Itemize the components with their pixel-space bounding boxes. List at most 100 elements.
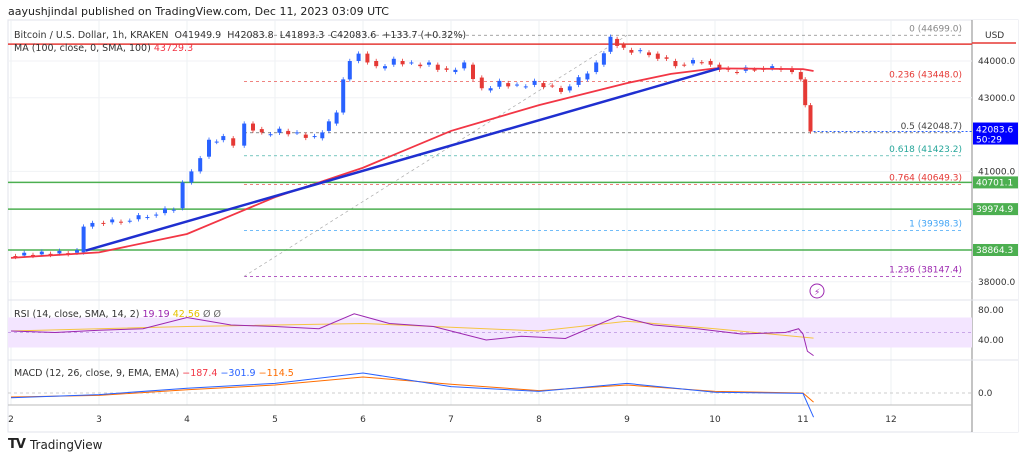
candle-body (136, 215, 141, 220)
candle-body (506, 83, 511, 87)
candle-body (691, 60, 695, 64)
candle-body (198, 158, 203, 172)
candle-body (374, 61, 379, 67)
candle-body (312, 136, 317, 138)
x-tick-label: 6 (360, 415, 366, 425)
fib-level-label: 0.618 (41423.2) (889, 145, 962, 155)
candle-body (334, 112, 339, 124)
candle-body (22, 252, 27, 256)
candle-body (57, 250, 62, 254)
fib-level-label: 1.236 (38147.4) (889, 265, 962, 275)
x-tick-label: 3 (96, 415, 102, 425)
candle-body (286, 130, 291, 135)
candle-body (435, 64, 440, 70)
candle-body (608, 36, 613, 52)
candle-body (550, 85, 555, 87)
macd-signal-line (10, 376, 814, 403)
candle-body (601, 53, 606, 65)
candle-body (629, 49, 634, 53)
candle-body (90, 222, 95, 227)
candle-body (391, 58, 396, 65)
candle-body (515, 84, 519, 86)
candle-body (119, 221, 123, 223)
candle-body (214, 141, 219, 143)
candle-body (682, 64, 687, 66)
support-price-label: 38864.3 (976, 246, 1013, 256)
candle-body (251, 123, 255, 131)
fib-level-label: 1 (39398.3) (909, 219, 962, 229)
x-tick-label: 10 (709, 415, 721, 425)
rsi-line (10, 313, 814, 357)
rsi-ma-value: 42.56 (172, 309, 200, 320)
y-tick-label: 43000.0 (978, 94, 1015, 104)
flash-icon-glyph: ⚡ (814, 288, 820, 298)
candle-body (418, 64, 423, 67)
x-tick-label: 12 (885, 415, 896, 425)
candle-body (790, 68, 794, 73)
support-price-tag (973, 243, 1018, 256)
footer-text: TradingView (29, 437, 103, 452)
tradingview-logo[interactable]: TV TradingView (8, 437, 102, 452)
support-price-tag (973, 203, 1018, 216)
fib-level-label: 0 (44699.0) (909, 24, 962, 34)
ohlc-change: +133.7 (+0.32%) (382, 30, 467, 41)
candle-body (356, 53, 361, 61)
candle-body (462, 62, 467, 69)
candle-body (770, 66, 775, 69)
candle-body (735, 72, 739, 74)
rsi-label: RSI (14, close, SMA, 14, 2) (14, 309, 140, 320)
candle-body (798, 72, 803, 80)
macd-signal-value: −114.5 (258, 368, 294, 379)
symbol-legend: Bitcoin / U.S. Dollar, 1h, KRAKEN O41949… (14, 30, 466, 41)
y-tick-label: 44000.0 (978, 57, 1015, 67)
macd-hist-value: −187.4 (182, 368, 218, 379)
macd-tick-label: 0.0 (978, 389, 993, 399)
y-tick-label: 38000.0 (978, 278, 1015, 288)
candle-body (13, 256, 18, 258)
candle-body (295, 132, 299, 134)
macd-line (10, 372, 815, 418)
ma-label: MA (100, close, 0, SMA, 100) (14, 43, 151, 54)
candle-body (708, 61, 713, 65)
candle-body (48, 253, 53, 255)
candle-body (365, 53, 370, 63)
countdown-value: 50:29 (976, 136, 1002, 146)
rsi-value: 19.19 (142, 309, 170, 320)
rsi-tick-label: 80.00 (978, 306, 1004, 316)
candle-body (127, 220, 132, 222)
support-price-label: 40701.1 (976, 178, 1013, 188)
rsi-ma-line (10, 320, 814, 339)
candle-body (717, 64, 722, 70)
candle-body (231, 138, 236, 146)
ohlc-high: H42083.8 (227, 30, 274, 41)
candle-body (268, 134, 273, 136)
candle-body (752, 69, 757, 71)
candle-body (409, 62, 414, 64)
candle-body (567, 86, 572, 91)
candle-body (541, 83, 546, 88)
ma-value: 43729.3 (153, 43, 194, 54)
candle-body (242, 123, 247, 146)
support-price-tag (973, 176, 1018, 189)
macd-legend: MACD (12, 26, close, 9, EMA, EMA) −187.4… (14, 368, 294, 379)
x-tick-label: 8 (536, 415, 542, 425)
macd-label: MACD (12, 26, close, 9, EMA, EMA) (14, 368, 180, 379)
x-tick-label: 5 (272, 415, 278, 425)
ma-legend: MA (100, close, 0, SMA, 100) 43729.3 (14, 43, 193, 54)
candle-body (39, 251, 44, 255)
rsi-extra: Ø Ø (202, 309, 221, 320)
candle-body (497, 80, 502, 87)
candle-body (221, 136, 226, 141)
candle-body (808, 105, 813, 132)
candle-body (326, 121, 331, 131)
candle-body (189, 171, 194, 183)
last-price-value: 42083.6 (976, 126, 1013, 136)
macd-line-value: −301.9 (220, 368, 256, 379)
candle-body (75, 250, 79, 253)
candle-body (621, 44, 626, 48)
candle-body (594, 62, 599, 73)
candle-body (638, 50, 643, 52)
currency-label: USD (985, 31, 1004, 41)
candle-body (647, 52, 651, 56)
